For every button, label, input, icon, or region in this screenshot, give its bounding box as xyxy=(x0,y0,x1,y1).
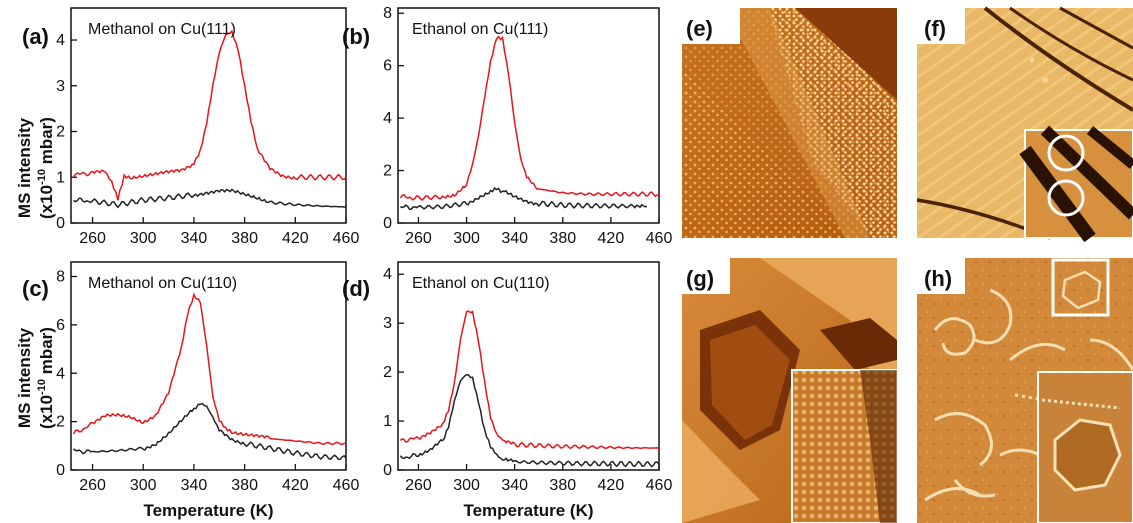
y-tick-label: 1 xyxy=(383,413,392,430)
y-tick-label: 3 xyxy=(56,78,65,95)
ylabel-bottom: MS intensity (x10-10 mbar) xyxy=(15,327,56,429)
y-tick-label: 8 xyxy=(56,269,65,286)
y-tick-label: 4 xyxy=(56,365,65,382)
stm-image-h: (h) xyxy=(917,258,1133,523)
y-tick-label: 4 xyxy=(56,32,65,49)
x-tick-label: 460 xyxy=(333,477,360,494)
x-tick-label: 260 xyxy=(405,477,432,494)
panel-letter: (d) xyxy=(342,276,370,301)
series-red-line xyxy=(72,292,347,446)
y-tick-label: 6 xyxy=(383,58,392,75)
panel-title: Methanol on Cu(111) xyxy=(88,21,236,38)
tpd-panel-1: 260 300 340 380 420 460 0 1 2 3 4 (a) Methanol on Cu… xyxy=(22,7,360,247)
x-tick-label: 420 xyxy=(598,477,625,494)
panel-title: Ethanol on Cu(111) xyxy=(412,21,548,38)
ylabel-top-line2: (x10-10 mbar) xyxy=(36,117,56,219)
x-tick-label: 260 xyxy=(405,230,432,247)
y-tick-label: 2 xyxy=(383,163,392,180)
x-tick-label: 460 xyxy=(646,230,673,247)
plot-frame xyxy=(70,7,347,224)
panel-letter: (c) xyxy=(22,276,49,301)
x-tick-label: 340 xyxy=(181,230,208,247)
x-tick-label: 420 xyxy=(282,230,309,247)
x-tick-label: 260 xyxy=(79,230,106,247)
series-red-line xyxy=(399,310,660,450)
y-tick-label: 0 xyxy=(56,462,65,479)
y-tick-label: 0 xyxy=(383,462,392,479)
x-axis-label: Temperature (K) xyxy=(463,501,593,520)
image-label-g: (g) xyxy=(686,266,714,291)
tpd-panel-4: 260 300 340 380 420 460 0 1 2 3 4 (d) Ethanol on Cu(… xyxy=(342,261,673,520)
x-tick-label: 340 xyxy=(501,477,528,494)
tpd-panel-2: 260 300 340 380 420 460 0 2 4 6 8 (b) Ethanol on Cu(… xyxy=(342,5,672,247)
series-black-line xyxy=(73,402,347,461)
x-axis-label: Temperature (K) xyxy=(143,501,273,520)
ylabel-top-line1: MS intensity xyxy=(15,117,34,218)
y-tick-label: 0 xyxy=(383,215,392,232)
tpd-panel-3: 260 300 340 380 420 460 0 2 4 6 8 (c) Methanol on Cu… xyxy=(22,261,360,520)
x-tick-label: 260 xyxy=(79,477,106,494)
panel-title: Ethanol on Cu(110) xyxy=(412,275,550,292)
y-tick-label: 3 xyxy=(383,315,392,332)
y-tick-label: 2 xyxy=(56,414,65,431)
x-tick-label: 300 xyxy=(453,477,480,494)
x-tick-label: 460 xyxy=(333,230,360,247)
stm-image-e: (e) xyxy=(682,8,897,238)
y-tick-label: 0 xyxy=(56,215,65,232)
x-tick-label: 300 xyxy=(130,230,157,247)
panel-letter: (a) xyxy=(22,24,49,49)
series-red-line xyxy=(72,29,347,201)
plot-frame xyxy=(397,7,660,224)
x-tick-label: 460 xyxy=(646,477,673,494)
ylabel-top: MS intensity (x10-10 mbar) xyxy=(15,117,56,219)
y-tick-label: 2 xyxy=(383,364,392,381)
x-tick-label: 300 xyxy=(130,477,157,494)
x-tick-label: 340 xyxy=(181,477,208,494)
panel-letter: (b) xyxy=(342,24,370,49)
stm-image-g: (g) xyxy=(682,258,898,523)
image-label-f: (f) xyxy=(924,16,946,41)
plot-frame xyxy=(70,261,347,471)
y-tick-label: 6 xyxy=(56,317,65,334)
series-black-line xyxy=(399,373,660,468)
image-label-h: (h) xyxy=(924,266,952,291)
x-tick-label: 380 xyxy=(231,477,258,494)
x-tick-label: 380 xyxy=(231,230,258,247)
y-tick-label: 4 xyxy=(383,110,392,127)
plot-frame xyxy=(397,261,660,471)
x-tick-label: 420 xyxy=(598,230,625,247)
y-tick-label: 8 xyxy=(383,5,392,22)
x-tick-label: 300 xyxy=(453,230,480,247)
x-tick-label: 420 xyxy=(282,477,309,494)
y-tick-label: 1 xyxy=(56,169,65,186)
y-tick-label: 2 xyxy=(56,124,65,141)
x-tick-label: 340 xyxy=(501,230,528,247)
series-red-line xyxy=(399,35,660,201)
ylabel-bottom-line1: MS intensity xyxy=(15,327,34,428)
image-label-e: (e) xyxy=(686,16,713,41)
panel-title: Methanol on Cu(110) xyxy=(88,275,237,292)
x-tick-label: 380 xyxy=(549,477,576,494)
series-black-line xyxy=(400,186,648,210)
stm-image-f: (f) xyxy=(916,6,1133,243)
x-tick-label: 380 xyxy=(549,230,576,247)
y-tick-label: 4 xyxy=(383,266,392,283)
ylabel-bottom-line2: (x10-10 mbar) xyxy=(36,327,56,429)
series-black-line xyxy=(73,188,346,209)
